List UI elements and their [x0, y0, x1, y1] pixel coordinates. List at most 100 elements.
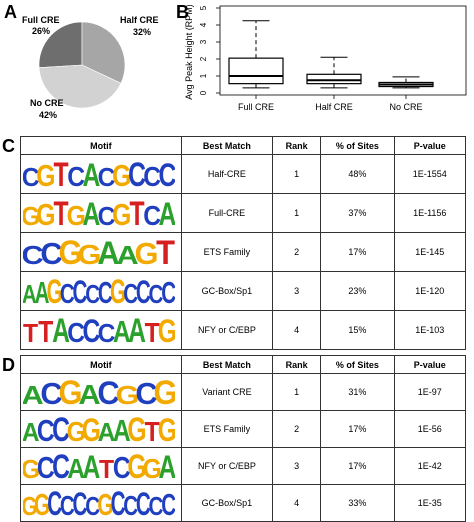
logo-letter-A: A [52, 314, 70, 344]
logo-letter-C: C [37, 451, 55, 480]
pct-sites-cell: 15% [320, 310, 395, 350]
logo-letter-C: C [47, 487, 62, 517]
logo-letter-G: G [23, 455, 40, 480]
pvalue-cell: 1E-1554 [393, 154, 467, 194]
logo-letter-C: C [161, 489, 175, 517]
logo-letter-A: A [67, 453, 85, 480]
logo-letter-C: C [67, 161, 85, 188]
logo-letter-G: G [127, 450, 146, 480]
logo-letter-A: A [98, 418, 116, 443]
best-match-cell: Full-CRE [180, 193, 274, 233]
best-match-cell: GC-Box/Sp1 [180, 271, 274, 311]
rank-cell: 3 [272, 447, 322, 485]
table-row: C C G G A A G T ETS Family 2 17% 1E-145 [20, 232, 467, 272]
panel-label-c: C [2, 136, 15, 156]
logo-letter-C: C [85, 492, 100, 517]
logo-letter-T: T [53, 197, 68, 227]
logo-letter-A: A [82, 158, 100, 188]
logo-letter-T: T [99, 455, 115, 480]
logo-letter-A: A [23, 418, 40, 443]
motif-cell: ACCGGAAGTG [20, 410, 182, 449]
pvalue-cell: 1E-42 [393, 447, 467, 485]
best-match-cell: GC-Box/Sp1 [180, 484, 274, 522]
pie-label-full-cre: Full CRE [22, 15, 60, 25]
col-header-pct-sites: % of Sites [320, 355, 395, 374]
logo-letter-C: C [82, 314, 100, 344]
x-tick-label: Half CRE [315, 102, 353, 112]
logo-letter-G: G [58, 236, 82, 266]
logo-letter-T: T [53, 158, 68, 188]
pie-slice-half-cre [81, 21, 126, 84]
col-header-pct-sites: % of Sites [320, 136, 395, 155]
box-full-cre [228, 20, 284, 89]
logo-letter-C: C [135, 377, 157, 406]
table-row: C G T C A C G C C C Half-CRE 1 48% 1E-1554 [20, 154, 467, 194]
pct-sites-cell: 48% [320, 154, 395, 194]
logo-letter-C: C [136, 275, 151, 305]
logo-letter-G: G [67, 416, 86, 443]
logo-letter-G: G [67, 200, 86, 227]
sequence-logo: ACGACGCG [21, 372, 177, 411]
logo-letter-A: A [158, 197, 175, 227]
pvalue-cell: 1E-1156 [393, 193, 467, 233]
logo-letter-C: C [158, 158, 175, 188]
pie-slice-no-cre [38, 64, 122, 109]
logo-letter-T: T [145, 317, 160, 344]
table-header-row: Motif Best Match Rank % of Sites P-value [20, 136, 467, 155]
col-header-pvalue: P-value [393, 355, 467, 374]
col-header-rank: Rank [272, 136, 322, 155]
pct-sites-cell: 17% [320, 447, 395, 485]
logo-letter-G: G [153, 376, 175, 406]
logo-letter-G: G [58, 376, 82, 406]
logo-letter-G: G [110, 275, 126, 305]
pct-sites-cell: 17% [320, 410, 395, 448]
logo-letter-A: A [97, 236, 119, 266]
logo-letter-G: G [115, 381, 139, 406]
col-header-motif: Motif [20, 355, 182, 374]
y-tick-label: 5 [199, 5, 208, 10]
pie-pct-no-cre: 42% [39, 110, 57, 120]
motif-table-d: Motif Best Match Rank % of Sites P-value… [20, 355, 467, 522]
logo-letter-G: G [143, 453, 162, 480]
pvalue-cell: 1E-145 [393, 232, 467, 272]
logo-letter-C: C [98, 277, 113, 305]
motif-cell: TTACCCAATG [20, 310, 182, 350]
motif-cell: GCCAATCGGA [20, 447, 182, 486]
logo-letter-G: G [158, 314, 175, 344]
logo-letter-C: C [143, 161, 161, 188]
logo-letter-C: C [97, 376, 119, 406]
sequence-logo: GGTGACGTCA [21, 195, 176, 233]
logo-letter-A: A [82, 450, 100, 480]
rank-cell: 2 [272, 232, 322, 272]
sequence-logo: GCCAATCGGA [21, 448, 176, 486]
logo-letter-T: T [156, 236, 175, 266]
logo-letter-C: C [98, 319, 116, 344]
rank-cell: 4 [272, 484, 322, 522]
logo-letter-T: T [23, 319, 39, 344]
logo-letter-C: C [111, 487, 126, 517]
best-match-cell: ETS Family [180, 232, 274, 272]
logo-letter-G: G [158, 413, 175, 443]
col-header-rank: Rank [272, 355, 322, 374]
sequence-logo: ACCGGAAGTG [22, 411, 177, 449]
pvalue-cell: 1E-35 [393, 484, 467, 522]
logo-letter-C: C [40, 237, 62, 266]
motif-cell: GGTGACGTCA [20, 193, 182, 233]
logo-letter-A: A [82, 197, 100, 227]
pvalue-cell: 1E-97 [393, 373, 467, 411]
logo-letter-G: G [36, 198, 55, 227]
x-tick-label: Full CRE [238, 102, 274, 112]
logo-letter-A: A [128, 314, 146, 344]
logo-letter-G: G [112, 198, 131, 227]
logo-letter-C: C [143, 200, 161, 227]
best-match-cell: ETS Family [180, 410, 274, 448]
x-tick-label: No CRE [389, 102, 422, 112]
pct-sites-cell: 33% [320, 484, 395, 522]
logo-letter-G: G [134, 237, 158, 266]
panel-label-b: B [176, 2, 189, 22]
